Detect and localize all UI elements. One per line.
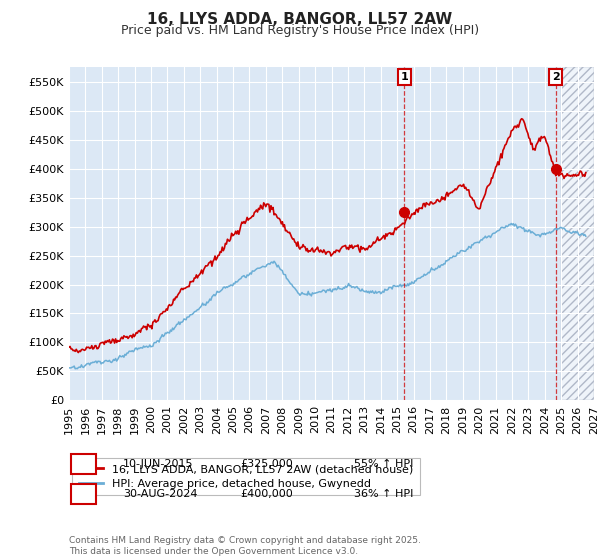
Text: 30-AUG-2024: 30-AUG-2024 (123, 489, 197, 499)
Legend: 16, LLYS ADDA, BANGOR, LL57 2AW (detached house), HPI: Average price, detached h: 16, LLYS ADDA, BANGOR, LL57 2AW (detache… (72, 458, 420, 496)
Text: 2: 2 (80, 489, 87, 499)
Text: 16, LLYS ADDA, BANGOR, LL57 2AW: 16, LLYS ADDA, BANGOR, LL57 2AW (148, 12, 452, 27)
Text: 36% ↑ HPI: 36% ↑ HPI (354, 489, 413, 499)
Text: £325,000: £325,000 (240, 459, 293, 469)
Text: 55% ↑ HPI: 55% ↑ HPI (354, 459, 413, 469)
Text: £400,000: £400,000 (240, 489, 293, 499)
Text: 10-JUN-2015: 10-JUN-2015 (123, 459, 193, 469)
Text: Price paid vs. HM Land Registry's House Price Index (HPI): Price paid vs. HM Land Registry's House … (121, 24, 479, 37)
Text: 2: 2 (552, 72, 559, 82)
Text: 1: 1 (400, 72, 408, 82)
Text: Contains HM Land Registry data © Crown copyright and database right 2025.
This d: Contains HM Land Registry data © Crown c… (69, 536, 421, 556)
Text: 1: 1 (80, 459, 87, 469)
